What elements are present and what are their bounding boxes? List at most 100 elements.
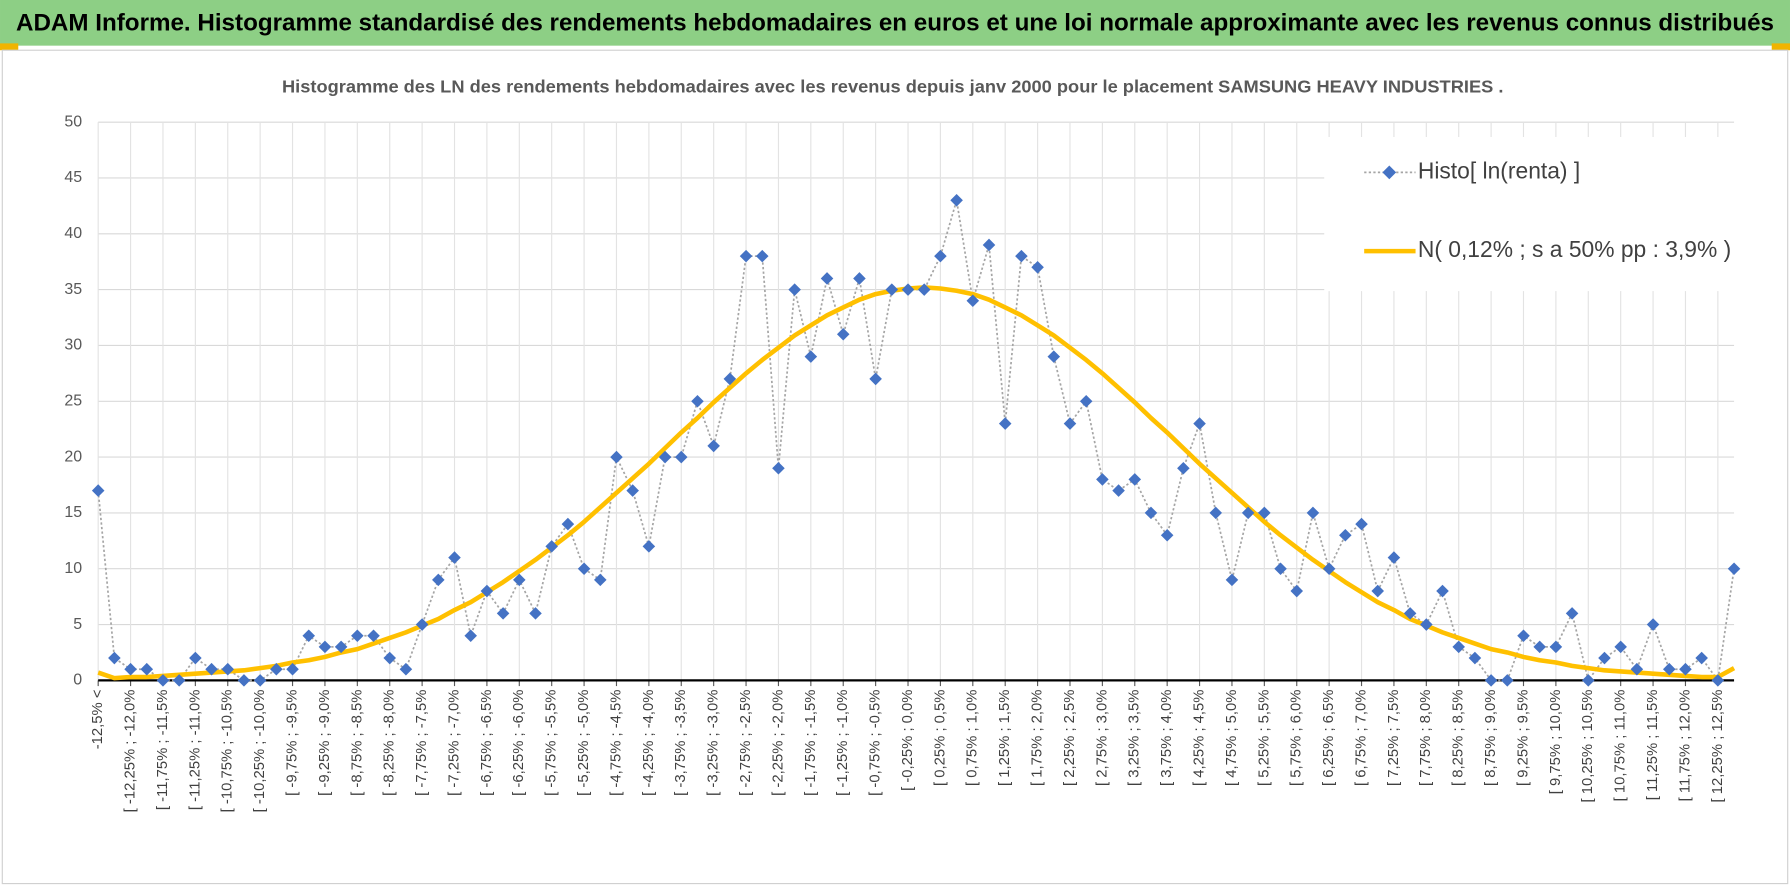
y-tick-label: 35 xyxy=(64,281,82,298)
data-point xyxy=(674,450,688,464)
x-tick-label: [ -11,75% ; -11,5% xyxy=(155,690,171,811)
y-tick-label: 40 xyxy=(64,225,82,242)
data-point xyxy=(1727,562,1741,576)
x-tick-label: [ 7,25% ; 7,5% xyxy=(1386,690,1402,786)
data-point xyxy=(1193,417,1206,430)
data-point xyxy=(302,629,316,642)
x-tick-label: [ 5,75% ; 6,0% xyxy=(1289,690,1305,786)
data-point xyxy=(901,283,915,296)
data-point xyxy=(1225,573,1239,587)
data-point xyxy=(432,573,445,587)
normal-curve xyxy=(97,285,1736,681)
data-point xyxy=(286,662,299,676)
y-tick-label: 10 xyxy=(64,560,82,577)
y-tick-label: 45 xyxy=(64,169,82,186)
corner-accent xyxy=(1771,43,1790,51)
x-tick-label: [ 4,25% ; 4,5% xyxy=(1191,690,1207,786)
data-point xyxy=(1031,261,1044,274)
data-point xyxy=(1079,394,1093,408)
chart-title: Histogramme des LN des rendements hebdom… xyxy=(282,77,1503,96)
y-tick-label: 0 xyxy=(73,672,82,689)
x-tick-label: [ 0,25% ; 0,5% xyxy=(932,690,948,786)
data-point xyxy=(1468,651,1482,665)
x-tick-label: [ 10,75% ; 11,0% xyxy=(1613,690,1629,802)
x-tick-label: [ -0,75% ; -0,5% xyxy=(868,690,884,796)
data-point xyxy=(1646,618,1660,631)
data-point xyxy=(755,249,769,263)
data-point xyxy=(383,651,397,665)
x-tick-label: -12,5% < xyxy=(90,690,106,750)
data-point xyxy=(804,350,818,363)
x-tick-label: [ 10,25% ; 10,5% xyxy=(1580,690,1596,803)
data-point xyxy=(594,573,607,587)
legend: Histo[ ln(renta) ] N( 0,12% ; s a 50% pp … xyxy=(1324,136,1736,292)
x-tick-label: [ 3,25% ; 3,5% xyxy=(1127,690,1143,786)
x-tick-label: [ 2,75% ; 3,0% xyxy=(1094,690,1110,786)
data-point xyxy=(691,394,704,408)
data-point xyxy=(1452,640,1465,654)
x-tick-label: [ 1,75% ; 2,0% xyxy=(1030,690,1046,786)
y-tick-label: 50 xyxy=(64,113,82,130)
y-tick-label: 5 xyxy=(73,616,82,633)
x-tick-label: [ -4,75% ; -4,5% xyxy=(608,690,624,796)
header-bar xyxy=(0,0,1790,46)
data-point xyxy=(318,640,332,654)
data-point xyxy=(1517,629,1530,642)
data-point xyxy=(561,517,575,531)
data-point xyxy=(1015,249,1028,263)
x-tick-label: [ -2,25% ; -2,0% xyxy=(770,690,786,796)
x-tick-label: [ -0,25% ; 0,0% xyxy=(900,690,916,791)
data-point xyxy=(1695,651,1708,665)
x-tick-label: [ -5,75% ; -5,5% xyxy=(544,690,560,796)
data-point xyxy=(513,573,526,587)
data-point xyxy=(334,640,348,654)
legend-marker xyxy=(1382,165,1397,180)
x-tick-label: [ -11,25% ; -11,0% xyxy=(187,690,203,811)
page-title: ADAM Informe. Histogramme standardisé de… xyxy=(16,9,1774,36)
x-tick-label: [ -10,25% ; -10,0% xyxy=(252,690,268,813)
x-tick-label: [ -7,75% ; -7,5% xyxy=(414,690,430,796)
y-tick-label: 25 xyxy=(64,392,82,409)
x-tick-label: [ 6,75% ; 7,0% xyxy=(1353,690,1369,786)
x-tick-label: [ 6,25% ; 6,5% xyxy=(1321,690,1337,786)
data-point xyxy=(189,651,202,665)
data-point xyxy=(1258,506,1271,520)
data-point xyxy=(108,651,121,665)
x-tick-label: [ -9,25% ; -9,0% xyxy=(317,690,333,796)
data-point xyxy=(658,450,672,464)
data-point xyxy=(739,249,753,263)
x-tick-label: [ -8,25% ; -8,0% xyxy=(382,690,398,796)
data-point xyxy=(966,294,980,308)
legend-label: N( 0,12% ; s a 50% pp : 3,9% ) xyxy=(1418,236,1731,262)
x-tick-label: [ 9,75% ; 10,0% xyxy=(1548,690,1564,795)
data-point xyxy=(723,372,737,386)
x-tick-label: [ -12,25% ; -12,0% xyxy=(122,690,138,813)
x-tick-label: [ -5,25% ; -5,0% xyxy=(576,690,592,796)
data-point xyxy=(464,629,477,642)
x-tick-label: [ -4,25% ; -4,0% xyxy=(641,690,657,796)
x-tick-label: [ 8,25% ; 8,5% xyxy=(1451,690,1467,786)
chart-border xyxy=(1,49,1789,885)
x-tick-label: [ -6,25% ; -6,0% xyxy=(511,690,527,796)
data-point xyxy=(820,272,834,285)
x-tick-label: [ 1,25% ; 1,5% xyxy=(997,690,1013,786)
x-tick-label: [ 11,25% ; 11,5% xyxy=(1645,690,1661,801)
data-point xyxy=(1549,640,1563,654)
grid: 0 5 10 15 20 25 30 35 40 45 50 -12,5% < [ -12,25% ; … xyxy=(64,113,1735,813)
data-point xyxy=(885,283,899,296)
data-point xyxy=(917,283,931,296)
data-point xyxy=(1355,517,1368,531)
x-tick-label: [ 3,75% ; 4,0% xyxy=(1159,690,1175,786)
data-point xyxy=(448,551,461,564)
data-point xyxy=(1662,662,1676,676)
y-tick-label: 20 xyxy=(64,448,82,465)
data-point xyxy=(1112,484,1125,497)
x-tick-label: [ 2,25% ; 2,5% xyxy=(1062,690,1078,786)
data-point xyxy=(1274,562,1287,576)
legend-label: Histo[ ln(renta) ] xyxy=(1418,157,1580,183)
x-tick-label: [ -1,75% ; -1,5% xyxy=(803,690,819,796)
x-tick-label: [ -6,75% ; -6,5% xyxy=(479,690,495,796)
corner-accent xyxy=(0,43,19,51)
data-point xyxy=(788,283,801,296)
